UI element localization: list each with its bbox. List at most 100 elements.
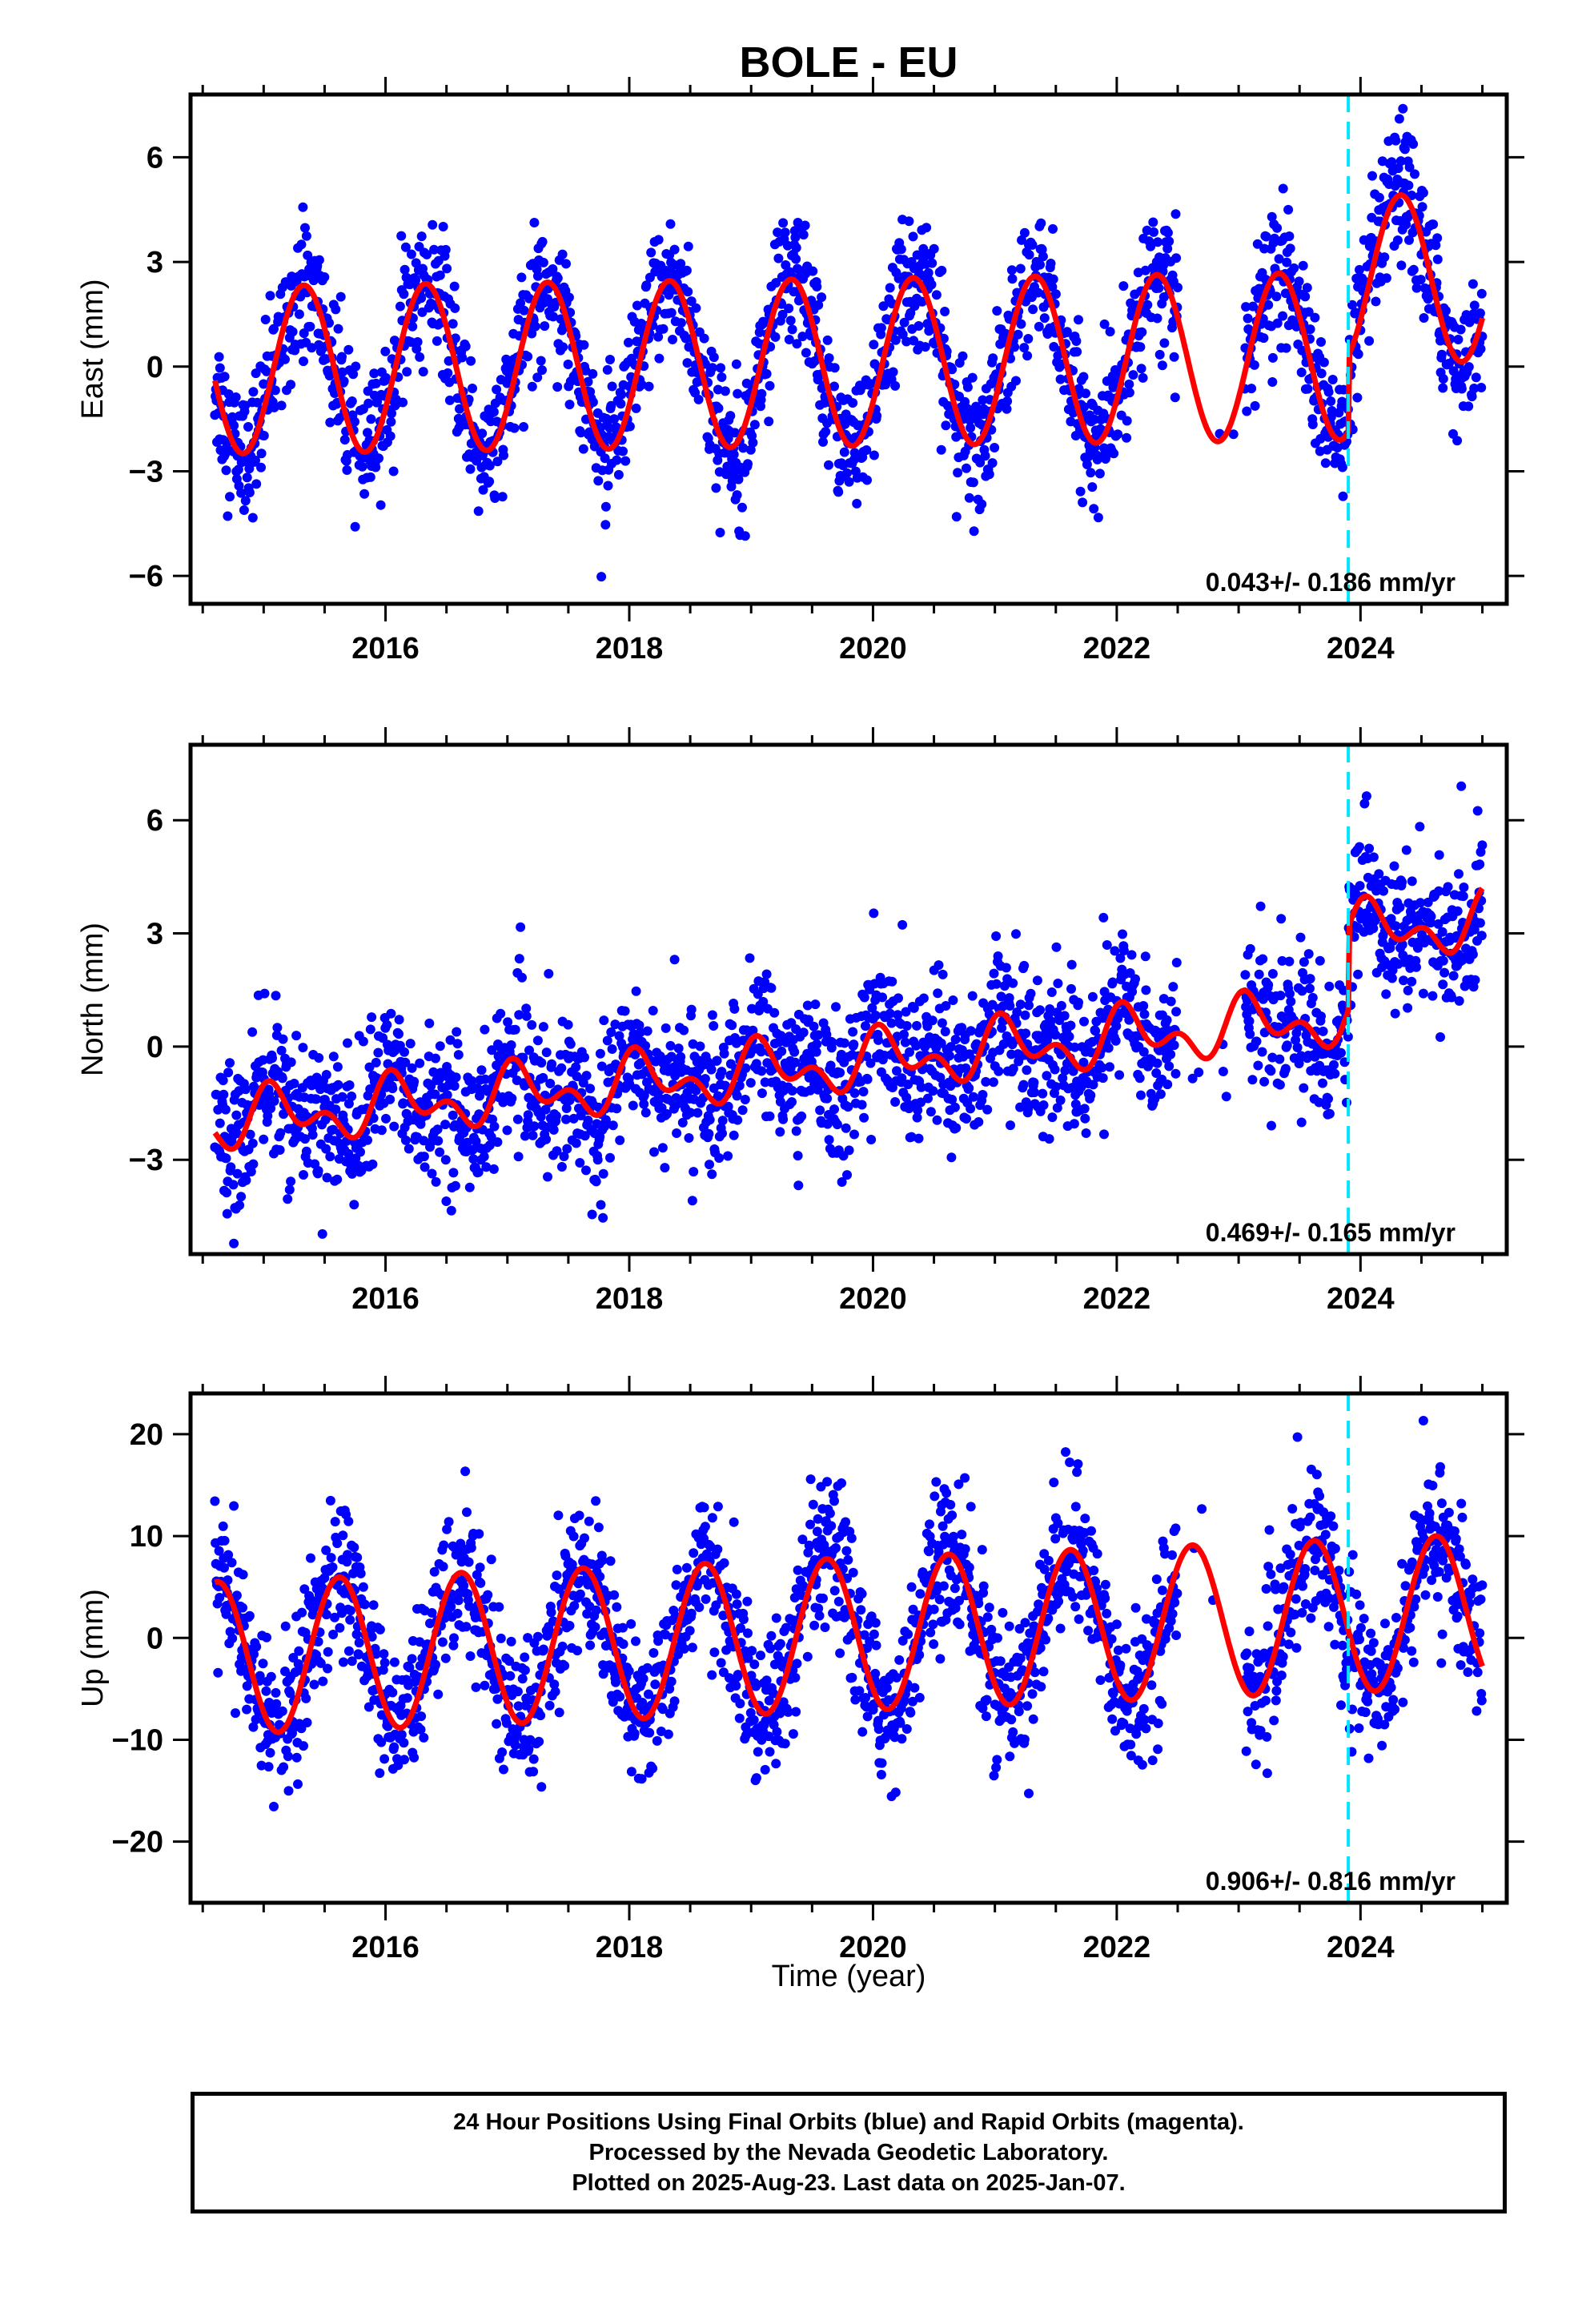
data-point bbox=[363, 428, 372, 438]
data-point bbox=[460, 1466, 471, 1477]
data-point bbox=[465, 464, 476, 474]
data-point bbox=[600, 520, 611, 530]
data-point bbox=[1035, 259, 1045, 270]
data-point bbox=[381, 372, 391, 383]
data-point bbox=[649, 1147, 659, 1157]
data-point bbox=[1138, 1001, 1149, 1011]
data-point bbox=[1267, 377, 1278, 387]
data-point bbox=[729, 1130, 739, 1140]
data-point bbox=[1046, 987, 1057, 997]
data-point bbox=[1324, 981, 1335, 991]
data-point bbox=[424, 1100, 433, 1110]
data-point bbox=[839, 1038, 849, 1048]
data-point bbox=[242, 472, 252, 483]
data-point bbox=[975, 457, 986, 468]
data-point bbox=[492, 384, 502, 395]
data-point bbox=[1149, 227, 1158, 237]
data-point bbox=[475, 1091, 484, 1101]
data-point bbox=[800, 220, 810, 231]
data-point bbox=[1148, 217, 1158, 227]
data-point bbox=[338, 1530, 348, 1541]
data-point bbox=[897, 919, 908, 930]
data-point bbox=[1316, 337, 1326, 347]
data-point bbox=[558, 342, 568, 352]
data-point bbox=[609, 1590, 620, 1600]
data-point bbox=[1034, 321, 1044, 332]
data-point bbox=[240, 496, 251, 506]
data-point bbox=[936, 1038, 946, 1048]
data-point bbox=[653, 1092, 664, 1103]
data-point bbox=[591, 1176, 601, 1187]
data-point bbox=[322, 1172, 332, 1183]
data-point bbox=[574, 1104, 584, 1113]
data-point bbox=[737, 502, 747, 513]
data-point bbox=[510, 1740, 520, 1751]
data-point bbox=[1023, 334, 1034, 344]
data-point bbox=[994, 1066, 1004, 1076]
data-point bbox=[1280, 1063, 1291, 1074]
data-point bbox=[618, 446, 628, 456]
data-point bbox=[869, 450, 879, 460]
data-point bbox=[538, 1022, 548, 1032]
data-point bbox=[407, 1654, 417, 1664]
data-point bbox=[513, 1701, 524, 1711]
data-point bbox=[1410, 169, 1419, 179]
data-point bbox=[368, 1113, 379, 1124]
data-point bbox=[259, 1134, 269, 1144]
data-point bbox=[519, 422, 528, 432]
data-point bbox=[757, 1088, 767, 1099]
data-point bbox=[1047, 282, 1058, 292]
data-point bbox=[488, 1164, 499, 1174]
data-point bbox=[899, 317, 909, 328]
data-point bbox=[343, 1038, 352, 1048]
data-point bbox=[931, 290, 942, 300]
data-point bbox=[227, 412, 238, 422]
data-point bbox=[399, 1738, 409, 1748]
data-point bbox=[502, 1125, 512, 1136]
data-point bbox=[484, 460, 495, 471]
data-point bbox=[532, 1631, 543, 1642]
data-point bbox=[492, 456, 503, 467]
data-point bbox=[512, 1687, 523, 1697]
data-point bbox=[1050, 1030, 1061, 1040]
data-point bbox=[1134, 1073, 1145, 1084]
data-point bbox=[450, 333, 460, 344]
data-point bbox=[849, 448, 860, 458]
data-point bbox=[606, 400, 616, 411]
data-point bbox=[829, 363, 840, 373]
data-point bbox=[1327, 375, 1338, 384]
data-point bbox=[1359, 798, 1370, 809]
data-point bbox=[858, 1087, 869, 1097]
data-point bbox=[1004, 993, 1014, 1003]
data-point bbox=[1289, 263, 1299, 273]
data-point bbox=[1404, 162, 1415, 172]
data-point bbox=[400, 1047, 409, 1057]
data-point bbox=[1020, 1010, 1030, 1020]
data-point bbox=[1242, 406, 1252, 416]
data-point bbox=[575, 1589, 585, 1599]
data-point bbox=[866, 1135, 877, 1144]
data-point bbox=[1431, 240, 1441, 251]
data-point bbox=[941, 1001, 951, 1011]
data-point bbox=[672, 1128, 682, 1138]
data-point bbox=[1048, 223, 1058, 234]
data-point bbox=[1113, 429, 1123, 440]
data-point bbox=[911, 1040, 921, 1051]
data-point bbox=[386, 416, 396, 427]
data-point bbox=[1337, 462, 1347, 472]
data-point bbox=[1064, 1031, 1074, 1042]
data-point bbox=[300, 223, 310, 233]
data-point bbox=[343, 1099, 354, 1109]
data-point bbox=[808, 266, 818, 276]
data-point bbox=[1245, 1029, 1255, 1039]
data-point bbox=[578, 444, 588, 454]
data-point bbox=[1441, 306, 1451, 316]
data-point bbox=[1411, 962, 1421, 972]
data-point bbox=[715, 528, 725, 537]
data-point bbox=[1171, 253, 1182, 263]
data-point bbox=[639, 1099, 649, 1109]
data-point bbox=[587, 1209, 597, 1220]
data-point bbox=[343, 1646, 354, 1656]
